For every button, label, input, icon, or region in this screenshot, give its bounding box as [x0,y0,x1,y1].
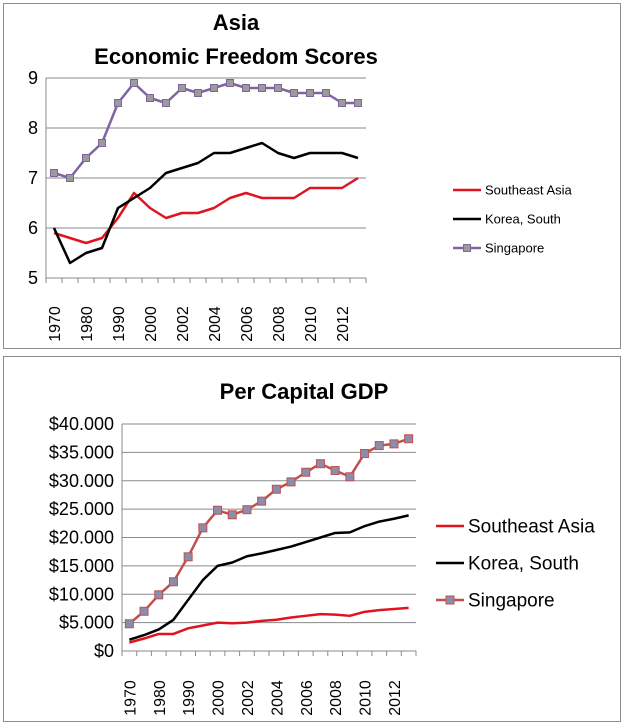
gdp-series-singapore-point [139,606,149,616]
gdp-series-southeast-asia-line [129,606,409,644]
freedom-legend-label-southeast-asia: Southeast Asia [485,183,572,198]
gdp-chart: Per Capital GDP $0 $5.000 $10.000 $15.000 $20… [49,379,595,716]
freedom-x-tick-label: 2010 [303,306,320,342]
freedom-x-tick-label: 2000 [143,306,160,342]
gdp-legend-label-singapore: Singapore [468,591,555,612]
freedom-series-singapore-point [162,99,170,107]
gdp-title-line-1: Per Capital GDP [220,379,389,404]
gdp-legend-label-southeast-asia: Southeast Asia [468,517,595,538]
freedom-series-singapore-point [354,99,362,107]
freedom-x-tick-label: 2004 [207,306,224,342]
gdp-x-tick-label: 2002 [240,680,257,716]
freedom-legend-label-singapore: Singapore [485,241,544,256]
freedom-series-singapore-point [178,84,186,92]
gdp-x-tick-label: 2012 [387,680,404,716]
freedom-x-tick-label: 1980 [79,306,96,342]
gdp-y-tick-label: $30.000 [49,471,114,491]
gdp-y-tick-label: $25.000 [49,499,114,519]
freedom-legend-label-korea-south: Korea, South [485,212,561,227]
gdp-series-singapore-point [330,466,340,476]
gdp-series-singapore-point [404,434,414,444]
freedom-title-line-1: Asia [213,10,260,35]
gdp-x-tick-label: 1980 [152,680,169,716]
freedom-series-singapore-point [258,84,266,92]
freedom-chart-panel: Asia Economic Freedom Scores 5 6 7 8 9 1970 1980… [3,3,621,349]
gdp-series-singapore-point [389,439,399,449]
freedom-series-singapore-point [194,89,202,97]
gdp-series-korea-south-line [128,514,409,641]
freedom-series-singapore-point [274,84,282,92]
gdp-y-tick-label: $15.000 [49,556,114,576]
gdp-x-tick-label: 2000 [211,680,228,716]
freedom-series-singapore-point [50,169,58,177]
gdp-series-singapore-point [213,505,223,515]
freedom-x-tick-label: 2006 [239,306,256,342]
gdp-series-singapore-point [168,577,178,587]
gdp-legend-marker-singapore [445,595,455,605]
freedom-series-singapore-point [146,94,154,102]
freedom-legend-marker-singapore [463,244,471,252]
gdp-x-tick-label: 1970 [122,680,139,716]
gdp-series-singapore-point [257,496,267,506]
gdp-y-tick-label: $40.000 [49,414,114,434]
freedom-y-tick-label: 6 [28,218,38,238]
gdp-x-tick-label: 2010 [358,680,375,716]
gdp-series-singapore-point [315,459,325,469]
gdp-y-tick-label: $35.000 [49,442,114,462]
gdp-series-singapore-point [301,467,311,477]
freedom-series-singapore-point [338,99,346,107]
gdp-x-tick-label: 2008 [328,680,345,716]
freedom-series-singapore-point [114,99,122,107]
freedom-y-tick-label: 7 [28,168,38,188]
gdp-legend-label-korea-south: Korea, South [468,554,579,575]
gdp-y-tick-label: $0 [94,641,114,661]
freedom-series-singapore-point [242,84,250,92]
freedom-x-tick-label: 1990 [111,306,128,342]
freedom-series-singapore-point [210,84,218,92]
gdp-x-tick-label: 1990 [181,680,198,716]
gdp-chart-panel: Per Capital GDP $0 $5.000 $10.000 $15.000 $20… [3,356,621,722]
freedom-y-tick-label: 5 [28,268,38,288]
freedom-series-singapore-point [66,174,74,182]
gdp-series-singapore-point [360,449,370,459]
gdp-series-singapore-point [374,441,384,451]
freedom-series-singapore-line [53,81,358,180]
freedom-x-tick-label: 2002 [175,306,192,342]
gdp-series-singapore-point [124,619,134,629]
freedom-series-southeast-asia-line [53,176,359,245]
gdp-y-tick-label: $5.000 [59,613,114,633]
gdp-series-singapore-point [198,523,208,533]
gdp-series-singapore-point [154,590,164,600]
gdp-y-tick-label: $20.000 [49,528,114,548]
freedom-y-tick-label: 8 [28,118,38,138]
gdp-y-tick-label: $10.000 [49,584,114,604]
freedom-series-korea-south-line [52,141,359,265]
freedom-series-singapore-point [98,139,106,147]
gdp-series-singapore-point [345,472,355,482]
gdp-x-tick-label: 2006 [299,680,316,716]
freedom-series-singapore-point [322,89,330,97]
freedom-series-singapore-point [82,154,90,162]
freedom-x-tick-label: 2008 [271,306,288,342]
gdp-series-singapore-line [128,437,410,625]
gdp-series-singapore-point [286,477,296,487]
freedom-x-tick-label: 2012 [335,306,352,342]
freedom-title-line-2: Economic Freedom Scores [94,44,378,69]
gdp-series-singapore-point [227,510,237,520]
gdp-x-tick-label: 2004 [269,680,286,716]
freedom-x-tick-label: 1970 [47,306,64,342]
freedom-series-singapore-point [130,79,138,87]
gdp-series-singapore-point [271,484,281,494]
freedom-series-singapore-point [290,89,298,97]
gdp-series-singapore-point [242,505,252,515]
freedom-series-singapore-point [306,89,314,97]
gdp-series-singapore-point [183,552,193,562]
freedom-chart: Asia Economic Freedom Scores 5 6 7 8 9 1970 1980… [28,10,573,342]
freedom-series-singapore-point [226,79,234,87]
freedom-y-tick-label: 9 [28,68,38,88]
